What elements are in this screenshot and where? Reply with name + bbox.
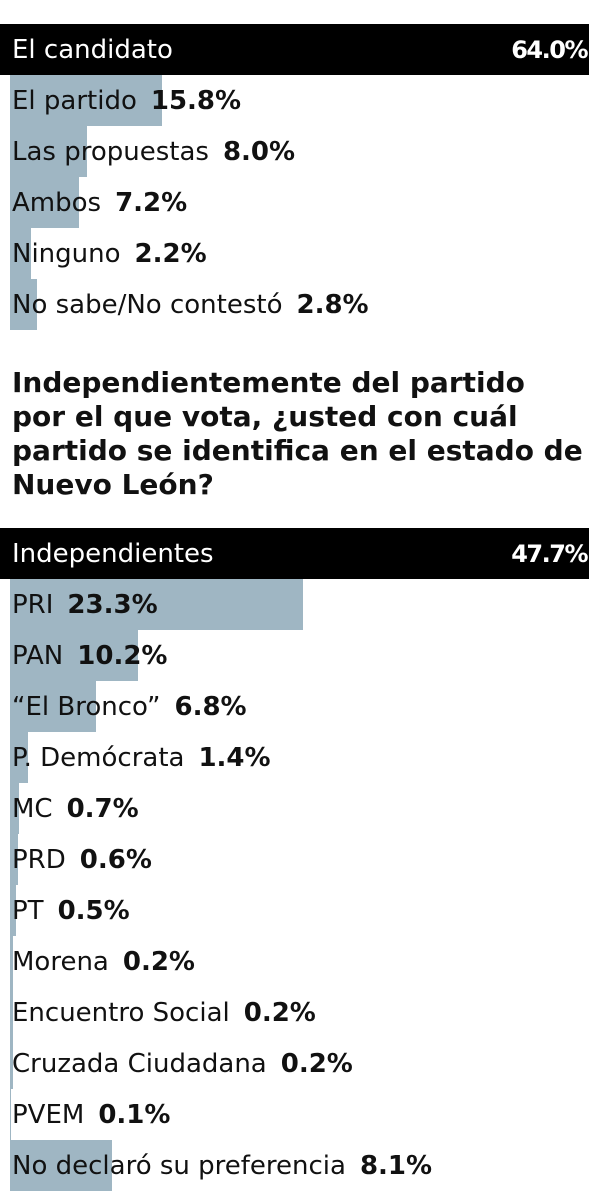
bar	[10, 1038, 13, 1089]
bar	[10, 987, 13, 1038]
category-label: El partido	[12, 85, 137, 116]
value-label: 0.1%	[98, 1099, 171, 1130]
row-label: Independientes	[12, 528, 214, 579]
category-label: Ninguno	[12, 238, 121, 269]
row-label: PRI 23.3%	[12, 579, 158, 630]
bar	[10, 936, 13, 987]
bar	[10, 681, 96, 732]
category-label: P. Demócrata	[12, 742, 185, 773]
bar	[0, 528, 589, 579]
bar	[10, 177, 80, 228]
row-label: Ambos 7.2%	[12, 177, 187, 228]
row-label: Las propuestas 8.0%	[12, 126, 295, 177]
category-label: El candidato	[12, 34, 173, 65]
bar	[10, 279, 38, 330]
row-label: PRD 0.6%	[12, 834, 152, 885]
row-label: No declaró su preferencia 8.1%	[12, 1140, 432, 1191]
row-label: MC 0.7%	[12, 783, 139, 834]
bar	[10, 579, 304, 630]
row-label: “El Bronco” 6.8%	[12, 681, 247, 732]
row-label: Encuentro Social 0.2%	[12, 987, 316, 1038]
category-label: PVEM	[12, 1099, 85, 1130]
category-label: Independientes	[12, 538, 214, 569]
bar	[10, 1089, 12, 1140]
value-label: 6.8%	[174, 691, 247, 722]
bar	[10, 885, 17, 936]
value-label: 23.3%	[67, 589, 158, 620]
category-label: No sabe/No contestó	[12, 289, 283, 320]
value-label: 8.0%	[222, 136, 296, 167]
row-label: Morena 0.2%	[12, 936, 195, 987]
value-label: 15.8%	[150, 85, 242, 116]
value-label: 0.2%	[122, 946, 195, 977]
bar	[10, 75, 163, 126]
value-label: 8.1%	[359, 1150, 433, 1181]
category-label: “El Bronco”	[12, 691, 161, 722]
bar	[10, 126, 88, 177]
value-label: 2.2%	[134, 238, 207, 269]
bar	[10, 630, 139, 681]
category-label: Las propuestas	[12, 136, 209, 167]
bar	[10, 228, 32, 279]
category-label: MC	[12, 793, 53, 824]
category-label: No declaró su preferencia	[12, 1150, 346, 1181]
value-label: 1.4%	[198, 742, 271, 773]
row-label: No sabe/No contestó 2.8%	[12, 279, 369, 330]
category-label: PRI	[12, 589, 54, 620]
value-label: 0.2%	[280, 1048, 353, 1079]
row-label: PAN 10.2%	[12, 630, 167, 681]
value-label: 47.7%	[511, 539, 588, 568]
value-label: 0.6%	[79, 844, 152, 875]
category-label: Ambos	[12, 187, 102, 218]
category-label: PRD	[12, 844, 66, 875]
category-label: Encuentro Social	[12, 997, 230, 1028]
value-label: 64.0%	[511, 35, 588, 64]
category-label: Morena	[12, 946, 109, 977]
bar	[0, 24, 589, 75]
category-label: Cruzada Ciudadana	[12, 1048, 267, 1079]
row-label: El partido 15.8%	[12, 75, 241, 126]
value-label: 0.5%	[57, 895, 130, 926]
row-label: Ninguno 2.2%	[12, 228, 207, 279]
chart-title: Independientemente del partido por el qu…	[12, 366, 583, 501]
bar	[10, 834, 18, 885]
chart: El candidato 64.0% El partido 15.8% Las prop…	[0, 24, 589, 330]
value-label: 7.2%	[115, 187, 188, 218]
value-label: 2.8%	[296, 289, 369, 320]
value-label: 0.7%	[66, 793, 139, 824]
category-label: PT	[12, 895, 44, 926]
row-label: El candidato	[12, 24, 173, 75]
category-label: PAN	[12, 640, 64, 671]
row-label: P. Demócrata 1.4%	[12, 732, 271, 783]
chart: Independientes 47.7% PRI 23.3% PAN 10.2% “El B…	[0, 528, 589, 1191]
value-label: 0.2%	[243, 997, 316, 1028]
value-label: 10.2%	[77, 640, 168, 671]
row-label: Cruzada Ciudadana 0.2%	[12, 1038, 353, 1089]
row-label: PT 0.5%	[12, 885, 130, 936]
bar	[10, 732, 28, 783]
bar	[10, 783, 19, 834]
row-label: PVEM 0.1%	[12, 1089, 170, 1140]
